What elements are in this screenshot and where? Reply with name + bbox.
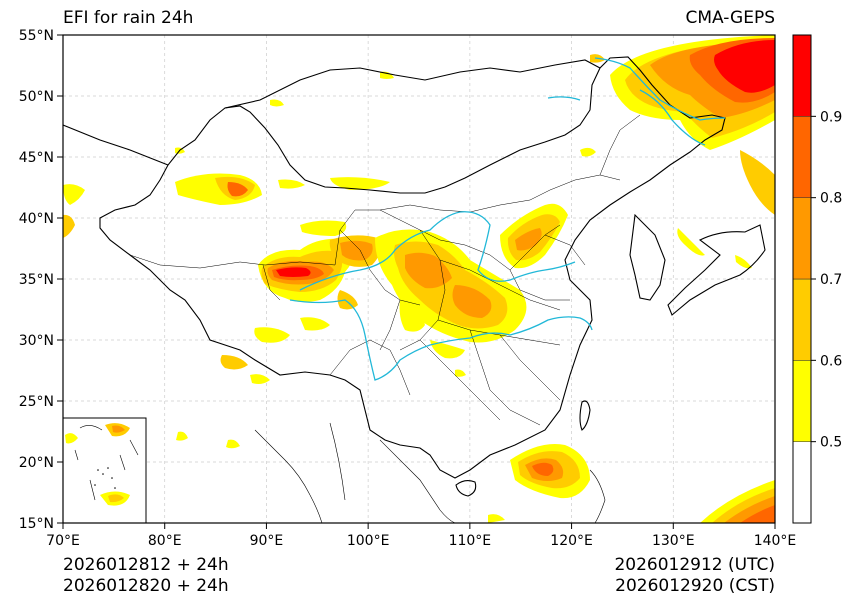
colorbar-segment — [792, 116, 812, 198]
colorbar-segment — [792, 197, 812, 280]
efi-area-tibet — [258, 220, 381, 303]
efi-area-northeast — [610, 35, 775, 150]
lon-tick-label: 100°E — [347, 533, 390, 549]
lat-tick-label: 40°N — [19, 211, 54, 227]
colorbar-segment — [792, 278, 812, 361]
china-border — [99, 56, 726, 479]
colorbar-label: 0.8 — [820, 191, 842, 207]
yellow-river — [299, 211, 576, 291]
lat-tick-label: 25°N — [19, 394, 54, 410]
map-source: CMA-GEPS — [685, 8, 775, 28]
lon-tick-label: 110°E — [449, 533, 492, 549]
efi-area-west-pacific — [700, 480, 775, 523]
efi-area-central — [337, 229, 527, 359]
colorbar-segment — [792, 360, 812, 442]
efi-area-south-tibet — [176, 317, 330, 449]
lon-tick-label: 90°E — [250, 533, 284, 549]
lat-tick-label: 35°N — [19, 272, 54, 288]
lat-tick-label: 30°N — [19, 333, 54, 349]
songhua-river — [639, 89, 706, 146]
hainan-border — [455, 479, 477, 497]
country-borders — [63, 56, 766, 497]
yangtze-river — [289, 299, 593, 381]
amur-river — [547, 57, 726, 121]
lat-tick-label: 20°N — [19, 455, 54, 471]
colorbar-label: 0.9 — [820, 109, 842, 125]
colorbar-segment — [792, 441, 812, 524]
efi-area-xinjiang — [63, 173, 390, 238]
province-borders — [129, 114, 641, 426]
valid-time-cst: 2026012920 (CST) — [615, 576, 775, 596]
lon-tick-label: 80°E — [148, 533, 182, 549]
map-title: EFI for rain 24h — [63, 8, 194, 28]
lat-tick-label: 15°N — [19, 516, 54, 532]
south-china-sea-inset — [62, 417, 147, 524]
colorbar: 0.5 0.6 0.7 0.8 0.9 — [792, 34, 842, 524]
colorbar-segment — [792, 34, 812, 117]
efi-area-north-china — [500, 203, 568, 269]
efi-shading — [63, 35, 775, 523]
efi-area-northeast-east — [677, 150, 775, 269]
colorbar-label: 0.6 — [820, 353, 842, 369]
lon-tick-label: 140°E — [754, 533, 797, 549]
lat-tick-label: 50°N — [19, 89, 54, 105]
lon-tick-label: 130°E — [652, 533, 695, 549]
init-time-cst: 2026012820 + 24h — [63, 576, 229, 596]
longitude-axis: 70°E 80°E 90°E 100°E 110°E 120°E 130°E 140°E — [46, 523, 796, 549]
latitude-axis: 15°N 20°N 25°N 30°N 35°N 40°N 45°N 50°N 55°N — [19, 28, 63, 532]
valid-time-utc: 2026012912 (UTC) — [614, 555, 775, 575]
korea-border — [629, 213, 666, 301]
efi-area-scattered — [175, 54, 605, 377]
colorbar-label: 0.5 — [820, 435, 842, 451]
kazakh-border — [63, 124, 169, 166]
init-time-utc: 2026012812 + 24h — [63, 555, 229, 575]
taiwan-border — [579, 400, 591, 431]
colorbar-label: 0.7 — [820, 272, 842, 288]
lon-tick-label: 120°E — [550, 533, 593, 549]
japan-border — [667, 224, 766, 316]
lon-tick-label: 70°E — [46, 533, 80, 549]
lat-tick-label: 55°N — [19, 28, 54, 44]
rivers — [289, 57, 726, 381]
efi-area-scs — [488, 444, 590, 523]
mongolia-border — [224, 59, 601, 109]
se-asia-outline — [254, 422, 606, 523]
lat-tick-label: 45°N — [19, 150, 54, 166]
